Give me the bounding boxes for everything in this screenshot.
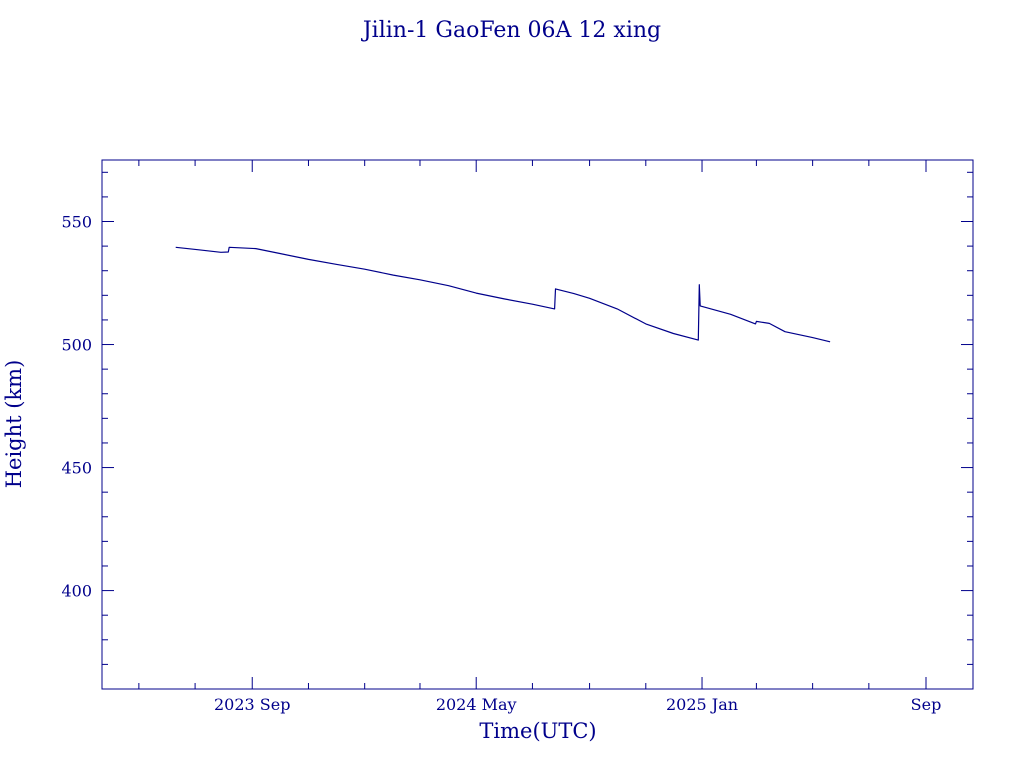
axis-ticks: [102, 160, 973, 690]
y-tick-label: 550: [61, 213, 92, 232]
series-group: [175, 246, 831, 343]
axis-tick-labels: 2023 Sep 2024 May 2025 Jan Sep 400 450 500 550: [61, 213, 941, 714]
plot-frame: [101, 159, 974, 690]
y-tick-label: 500: [61, 336, 92, 355]
height-series-line: [175, 246, 831, 343]
y-tick-label: 400: [61, 582, 92, 601]
x-tick-label: Sep: [911, 695, 942, 714]
y-axis-title: Height (km): [2, 360, 26, 489]
x-tick-label: 2023 Sep: [214, 695, 290, 714]
x-tick-label: 2024 May: [436, 695, 517, 714]
y-tick-label: 450: [61, 459, 92, 478]
x-axis-title: Time(UTC): [479, 719, 596, 743]
chart-title: Jilin-1 GaoFen 06A 12 xing: [361, 18, 661, 43]
x-tick-label: 2025 Jan: [666, 695, 738, 714]
